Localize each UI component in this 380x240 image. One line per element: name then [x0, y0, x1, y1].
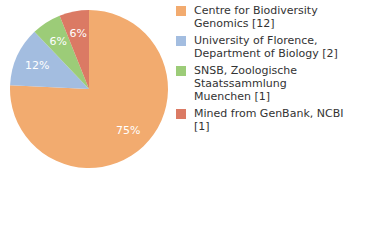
html-text:SNSB, Zoologische Staatssammlu: SNSB, Zoologische Staatssammlung Muenche… [194, 64, 298, 103]
svg-text:6%: 6% [70, 27, 87, 40]
svg-text:6%: 6% [50, 35, 67, 48]
html-text:Mined from GenBank, NCBI [1]: Mined from GenBank, NCBI [1] [194, 107, 344, 133]
svg-text:75%: 75% [116, 124, 140, 137]
svg-text:12%: 12% [25, 59, 49, 72]
html-text:Centre for Biodiversity Genomi: Centre for Biodiversity Genomics [12] [194, 4, 318, 30]
html-text:University of Florence, Depart: University of Florence, Department of Bi… [194, 34, 338, 60]
